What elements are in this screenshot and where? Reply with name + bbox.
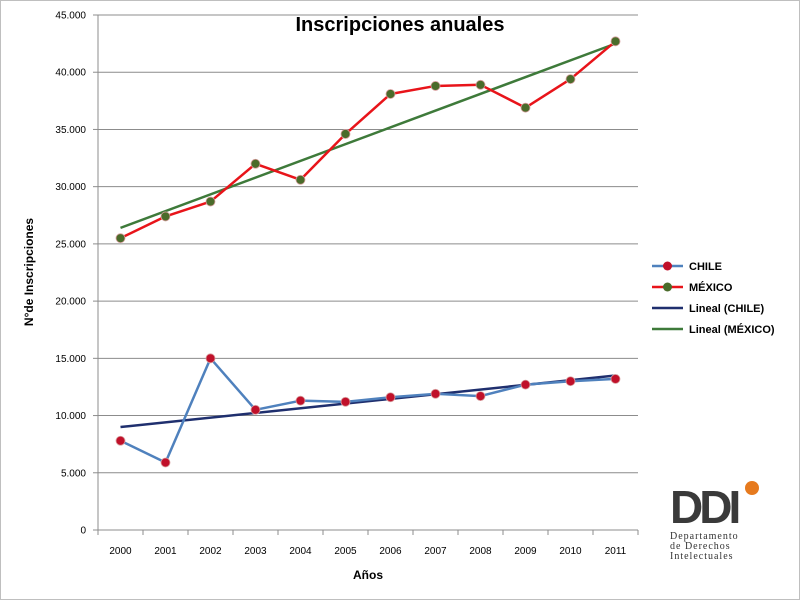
data-point — [115, 233, 126, 244]
data-point — [250, 404, 261, 415]
legend-label: CHILE — [689, 261, 722, 273]
data-point — [340, 129, 351, 139]
x-tick-label: 2001 — [154, 546, 177, 557]
x-tick-label: 2006 — [379, 546, 402, 557]
legend-marker — [663, 282, 672, 292]
x-tick-label: 2002 — [199, 546, 222, 557]
data-point — [205, 353, 216, 364]
data-point — [295, 174, 306, 185]
y-tick-label: 45.000 — [55, 11, 86, 22]
x-axis-ticks: 2000 2001 2002 2003 2004 2005 2006 2007 2008 2009… — [97, 530, 639, 557]
y-tick-label: 10.000 — [55, 411, 86, 422]
ddi-logo: DDI Departamento de Derechos Intelectual… — [670, 481, 759, 562]
trendlines — [120, 42, 616, 429]
x-tick-label: 2011 — [605, 546, 627, 557]
data-point — [610, 36, 621, 47]
x-tick-label: 2009 — [514, 546, 537, 557]
data-point — [475, 79, 486, 90]
y-tick-label: 25.000 — [55, 239, 86, 250]
x-tick-label: 2004 — [289, 546, 312, 557]
y-tick-label: 5.000 — [61, 468, 86, 479]
series-markers — [115, 36, 621, 468]
x-tick-label: 2008 — [469, 546, 492, 557]
logo-accent-icon — [745, 481, 759, 495]
logo-line-1: Departamento — [670, 531, 739, 542]
y-tick-label: 35.000 — [55, 125, 86, 136]
logo-line-3: Intelectuales — [670, 551, 734, 562]
data-point — [520, 379, 531, 390]
x-axis-label: Años — [353, 568, 383, 582]
legend-label: MÉXICO — [689, 281, 733, 294]
data-point — [475, 391, 486, 402]
data-point — [565, 74, 576, 84]
legend-label: Lineal (CHILE) — [689, 303, 765, 315]
data-point — [160, 211, 171, 222]
data-point — [250, 158, 261, 169]
data-point — [430, 81, 441, 91]
logo-line-2: de Derechos — [670, 541, 731, 552]
series-line — [119, 40, 617, 240]
chart-title: Inscripciones anuales — [296, 14, 505, 36]
data-point — [565, 376, 576, 387]
legend-marker — [663, 261, 672, 271]
data-point — [385, 392, 396, 403]
y-tick-label: 0 — [80, 526, 86, 537]
data-point — [295, 395, 306, 406]
y-tick-label: 20.000 — [55, 297, 86, 308]
legend: CHILE MÉXICO Lineal (CHILE) Lineal (MÉXICO) — [652, 261, 775, 336]
data-point — [115, 435, 126, 446]
y-tick-label: 40.000 — [55, 68, 86, 79]
data-point — [160, 457, 171, 468]
logo-mark: DDI — [670, 481, 738, 533]
data-point — [205, 196, 216, 207]
x-tick-label: 2005 — [334, 546, 357, 557]
data-point — [610, 374, 621, 384]
series-lines — [119, 40, 617, 464]
data-point — [385, 89, 396, 99]
x-tick-label: 2003 — [244, 546, 267, 557]
series-line — [119, 357, 616, 464]
x-tick-label: 2007 — [424, 546, 447, 557]
y-tick-label: 15.000 — [55, 354, 86, 365]
x-tick-label: 2010 — [559, 546, 582, 557]
legend-label: Lineal (MÉXICO) — [689, 323, 775, 336]
data-point — [430, 388, 441, 399]
trendline — [120, 42, 616, 230]
gridlines — [97, 14, 638, 531]
data-point — [340, 396, 351, 407]
y-tick-label: 30.000 — [55, 182, 86, 193]
data-point — [520, 102, 531, 113]
x-tick-label: 2000 — [109, 546, 132, 557]
y-axis-ticks: 0 5.000 10.000 15.000 20.000 25.000 30.000 35.0… — [55, 11, 98, 537]
y-axis-label: N°de Inscripciones — [22, 218, 36, 326]
